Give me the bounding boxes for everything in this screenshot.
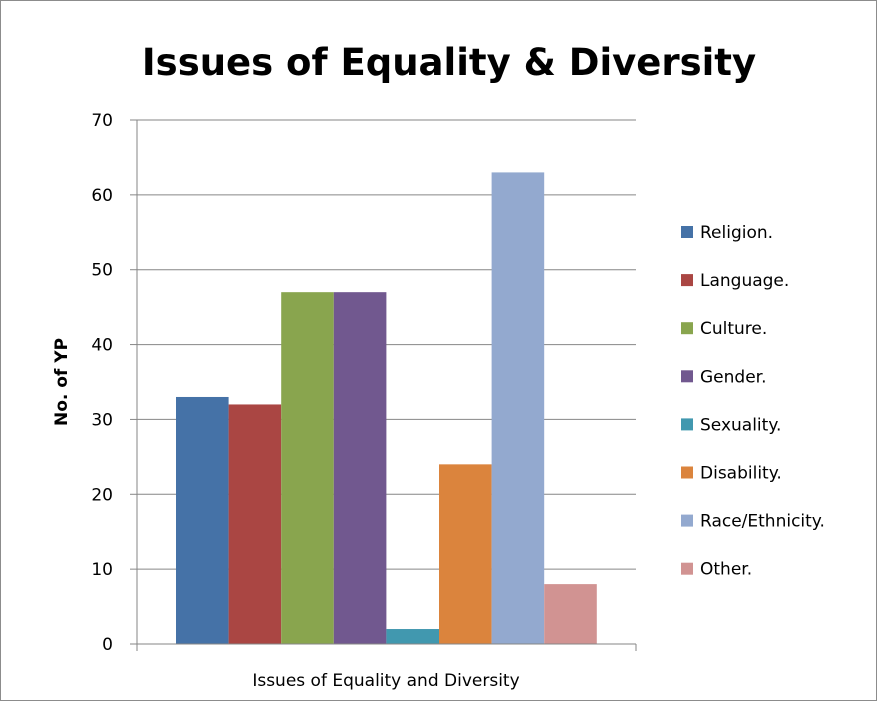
legend-label: Gender.: [700, 367, 767, 387]
y-axis-title: No. of YP: [52, 338, 72, 426]
legend-item: Language.: [681, 271, 789, 291]
bar-race-ethnicity: [491, 172, 545, 644]
y-tick-label: 20: [91, 485, 113, 505]
bar-language: [228, 404, 282, 644]
legend-label: Disability.: [700, 464, 782, 484]
bar-culture: [281, 292, 334, 644]
bar-sexuality: [386, 629, 439, 644]
legend-swatch: [681, 322, 693, 335]
legend-item: Race/Ethnicity.: [681, 512, 825, 532]
legend-item: Gender.: [681, 367, 767, 387]
legend-item: Other.: [681, 560, 752, 580]
legend-swatch: [681, 274, 693, 287]
bar-religion: [176, 396, 229, 644]
legend-swatch: [681, 226, 693, 238]
legend-swatch: [681, 418, 693, 431]
bar-disability: [439, 464, 492, 644]
bar-other: [544, 584, 597, 644]
legend-item: Religion.: [681, 223, 773, 243]
legend-label: Other.: [700, 560, 752, 580]
bars: [176, 172, 597, 644]
legend-label: Sexuality.: [700, 415, 781, 435]
legend-swatch: [681, 514, 693, 527]
x-category-label: Issues of Equality and Diversity: [252, 671, 519, 691]
chart-title: Issues of Equality & Diversity: [142, 41, 756, 84]
y-tick-label: 0: [102, 635, 113, 655]
y-tick-labels: 0 10 20 30 40 50 60 70: [91, 111, 113, 655]
legend: Religion. Language. Culture. Gender. Sexuali…: [681, 223, 825, 580]
legend-label: Religion.: [700, 223, 773, 243]
y-tick-label: 70: [91, 111, 113, 131]
legend-label: Race/Ethnicity.: [700, 512, 825, 532]
legend-label: Culture.: [700, 319, 767, 339]
legend-swatch: [681, 466, 693, 479]
legend-swatch: [681, 562, 693, 575]
legend-swatch: [681, 370, 693, 383]
legend-item: Disability.: [681, 464, 782, 484]
y-tick-label: 50: [91, 261, 113, 281]
y-tick-label: 60: [91, 186, 113, 206]
y-tick-label: 10: [91, 560, 113, 580]
legend-item: Sexuality.: [681, 415, 781, 435]
y-tick-label: 30: [91, 410, 113, 430]
y-tick-label: 40: [91, 336, 113, 356]
legend-label: Language.: [700, 271, 789, 291]
axes: [130, 119, 637, 651]
legend-item: Culture.: [681, 319, 767, 339]
bar-gender: [333, 292, 387, 644]
